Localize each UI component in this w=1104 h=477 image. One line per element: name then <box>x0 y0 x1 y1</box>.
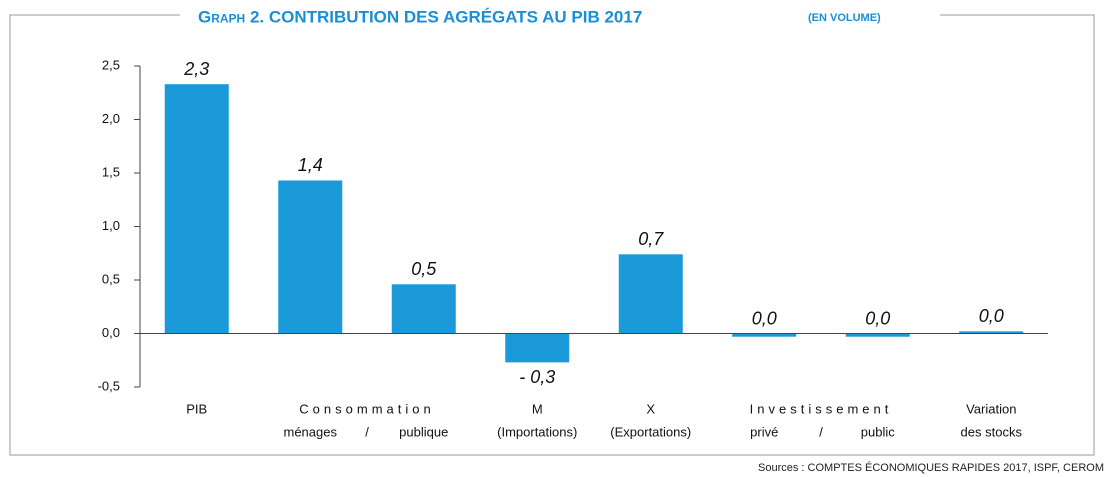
x-tick-label: (Importations) <box>497 424 577 439</box>
y-tick-label: 2,5 <box>102 57 120 72</box>
bar <box>845 333 910 337</box>
y-tick-label: 1,5 <box>102 164 120 179</box>
x-tick-label: PIB <box>186 401 207 416</box>
bar <box>959 331 1024 334</box>
group-label: Consommation <box>299 401 434 416</box>
x-tick-label: ménages <box>284 424 338 439</box>
value-label: 2,3 <box>183 59 209 79</box>
bar <box>278 180 343 334</box>
y-tick-label: 0,0 <box>102 325 120 340</box>
bar <box>391 284 456 334</box>
x-tick-label: publique <box>399 424 448 439</box>
y-tick-label: -0,5 <box>98 378 120 393</box>
bar <box>732 333 797 337</box>
group-label: M <box>532 401 543 416</box>
x-tick-label: (Exportations) <box>610 424 691 439</box>
group-label: X <box>646 401 655 416</box>
source: Sources : COMPTES ÉCONOMIQUES RAPIDES 20… <box>758 461 1104 474</box>
value-label: 0,7 <box>638 229 664 249</box>
bar <box>505 333 570 363</box>
value-label: 0,5 <box>411 259 437 279</box>
y-tick-label: 2,0 <box>102 111 120 126</box>
x-tick-label: des stocks <box>961 424 1023 439</box>
chart-subtitle: (EN VOLUME) <box>808 12 881 24</box>
bar <box>618 254 683 334</box>
value-label: 1,4 <box>298 155 323 175</box>
x-tick-label: public <box>861 424 895 439</box>
frame <box>9 14 1095 456</box>
y-tick-label: 0,5 <box>102 271 120 286</box>
group-separator: / <box>819 424 823 439</box>
value-label: 0,0 <box>865 308 890 328</box>
value-label: 0,0 <box>979 306 1004 326</box>
chart-title: Graph 2. CONTRIBUTION DES AGRÉGATS AU PI… <box>198 7 642 26</box>
group-label: Variation <box>966 401 1016 416</box>
value-label: - 0,3 <box>519 367 555 387</box>
value-label: 0,0 <box>752 308 777 328</box>
y-tick-label: 1,0 <box>102 218 120 233</box>
group-separator: / <box>365 424 369 439</box>
bar <box>164 84 229 334</box>
group-label: Investissement <box>750 401 893 416</box>
x-tick-label: privé <box>750 424 778 439</box>
